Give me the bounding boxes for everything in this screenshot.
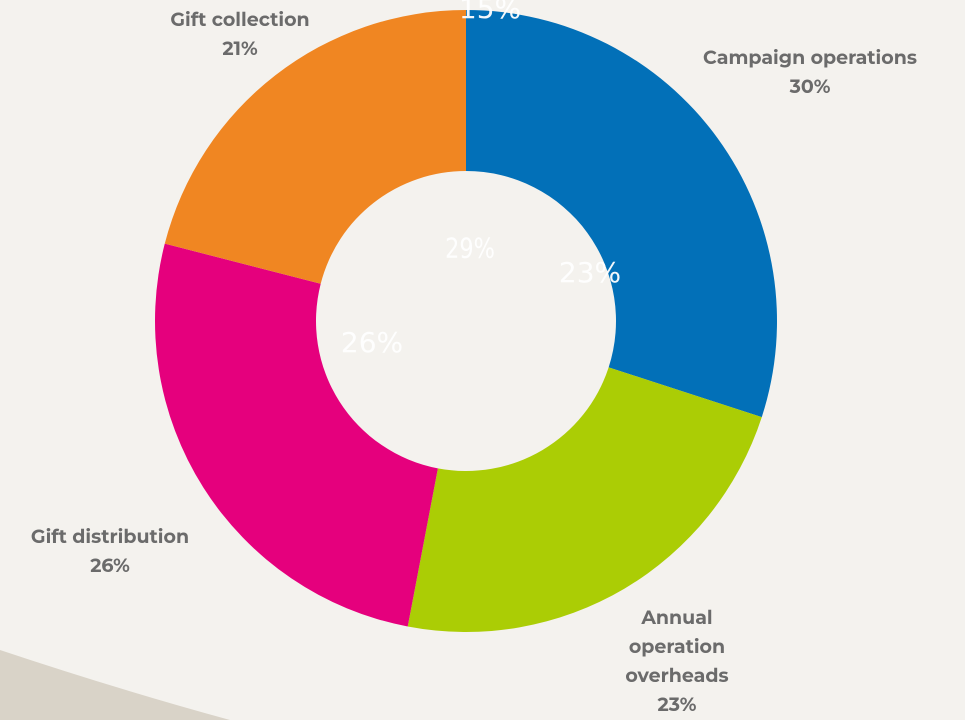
donut-slice — [154, 243, 438, 627]
slice-label: Gift distribution — [30, 525, 190, 548]
annotation: 26% — [341, 326, 403, 359]
annotation: 23% — [559, 256, 621, 289]
slice-value-label: 23% — [657, 693, 697, 716]
slice-label: Campaign operations — [703, 46, 917, 69]
slice-label: Annual operation overheads — [625, 606, 729, 687]
decoration — [0, 650, 230, 720]
donut-slice — [407, 367, 762, 632]
slice-value-label: 26% — [90, 554, 130, 577]
slice-value-label: 30% — [789, 75, 831, 98]
donut-slice — [466, 10, 777, 418]
slice-value-label: 21% — [222, 37, 258, 60]
annotation: 15% — [459, 0, 521, 25]
donut-slice — [164, 10, 466, 284]
slice-label: Gift collection — [170, 8, 310, 31]
annotation: 29% — [445, 231, 495, 264]
